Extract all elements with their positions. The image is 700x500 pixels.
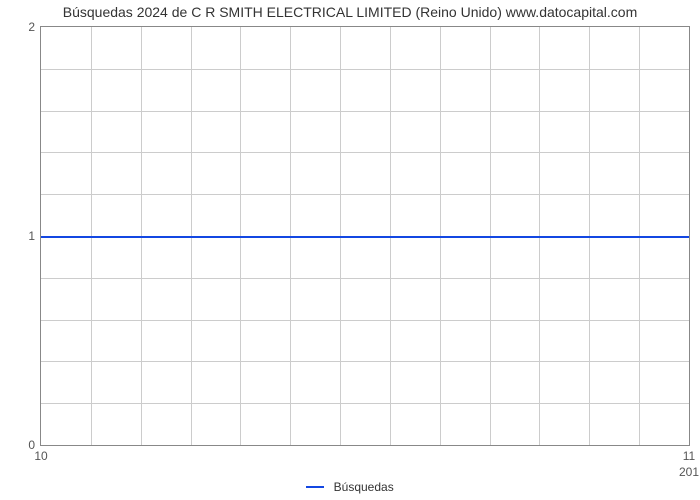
legend-label: Búsquedas [334,480,394,494]
x-tick-label: 10 [34,449,47,463]
chart-container: Búsquedas 2024 de C R SMITH ELECTRICAL L… [0,0,700,500]
x-tick-label: 11 [683,449,695,463]
grid-line-horizontal [41,152,689,153]
y-tick-label: 1 [28,229,35,243]
grid-line-horizontal [41,320,689,321]
legend-swatch [306,486,324,488]
grid-line-horizontal [41,403,689,404]
grid-line-horizontal [41,69,689,70]
grid-line-horizontal [41,111,689,112]
legend: Búsquedas [0,479,700,494]
series-line [41,236,689,238]
grid-line-horizontal [41,278,689,279]
chart-title: Búsquedas 2024 de C R SMITH ELECTRICAL L… [0,4,700,20]
y-tick-label: 2 [28,20,35,34]
grid-line-horizontal [41,194,689,195]
x-tick-sublabel: 201 [679,465,699,479]
grid-line-horizontal [41,361,689,362]
plot-area: 0121011201 [40,26,690,446]
